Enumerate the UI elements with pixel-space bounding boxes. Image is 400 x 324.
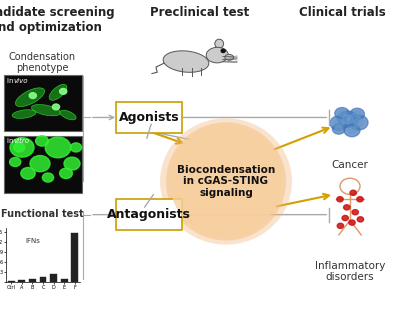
Ellipse shape — [166, 122, 286, 240]
Circle shape — [335, 126, 342, 132]
Circle shape — [337, 223, 344, 228]
Circle shape — [350, 115, 368, 130]
Circle shape — [10, 138, 34, 157]
Ellipse shape — [16, 88, 44, 107]
Circle shape — [342, 215, 348, 221]
Text: Biocondensation
in cGAS-STING
signaling: Biocondensation in cGAS-STING signaling — [177, 165, 275, 198]
Circle shape — [344, 205, 350, 210]
Circle shape — [352, 210, 358, 215]
FancyBboxPatch shape — [116, 199, 182, 230]
Circle shape — [349, 220, 355, 225]
Text: Cancer: Cancer — [332, 160, 368, 170]
Ellipse shape — [163, 51, 209, 72]
Circle shape — [350, 108, 364, 120]
Circle shape — [353, 111, 361, 117]
Circle shape — [42, 173, 54, 182]
Text: Condensation
phenotype: Condensation phenotype — [8, 52, 76, 74]
Text: In: In — [7, 138, 16, 145]
Text: vivo: vivo — [13, 78, 28, 84]
Circle shape — [332, 124, 345, 134]
Circle shape — [334, 119, 344, 127]
Text: Inflammatory
disorders: Inflammatory disorders — [315, 261, 385, 283]
Circle shape — [36, 136, 48, 146]
Circle shape — [337, 197, 343, 202]
Circle shape — [344, 124, 360, 137]
Text: Functional test: Functional test — [1, 209, 83, 219]
FancyBboxPatch shape — [4, 136, 82, 193]
Ellipse shape — [12, 110, 36, 118]
Ellipse shape — [60, 110, 76, 120]
Circle shape — [354, 118, 364, 127]
FancyBboxPatch shape — [4, 75, 82, 131]
Circle shape — [350, 190, 356, 195]
Circle shape — [338, 110, 346, 117]
Text: In: In — [7, 78, 16, 84]
Circle shape — [64, 157, 80, 170]
Ellipse shape — [49, 84, 67, 100]
Circle shape — [221, 49, 225, 52]
Ellipse shape — [32, 105, 60, 116]
Circle shape — [45, 137, 71, 158]
Ellipse shape — [225, 54, 234, 60]
Text: Clinical trials: Clinical trials — [299, 6, 385, 19]
Circle shape — [348, 127, 356, 134]
Ellipse shape — [160, 118, 292, 245]
Circle shape — [357, 217, 364, 222]
Circle shape — [21, 168, 35, 179]
Ellipse shape — [170, 125, 282, 238]
Circle shape — [30, 156, 50, 172]
Ellipse shape — [206, 47, 228, 63]
Text: Antagonists: Antagonists — [107, 208, 191, 221]
Circle shape — [330, 116, 348, 130]
Circle shape — [60, 168, 72, 179]
Text: Candidate screening
and optimization: Candidate screening and optimization — [0, 6, 114, 34]
Circle shape — [357, 197, 363, 202]
FancyBboxPatch shape — [116, 102, 182, 133]
Ellipse shape — [215, 39, 224, 48]
Text: vitro: vitro — [13, 138, 29, 145]
Circle shape — [335, 108, 349, 119]
Circle shape — [14, 143, 25, 152]
Circle shape — [29, 93, 36, 98]
Circle shape — [60, 88, 67, 94]
Circle shape — [338, 111, 358, 127]
Text: Preclinical test: Preclinical test — [150, 6, 250, 19]
Circle shape — [342, 115, 354, 124]
Circle shape — [52, 104, 60, 110]
Text: Agonists: Agonists — [119, 111, 179, 124]
Circle shape — [70, 143, 82, 152]
Circle shape — [10, 157, 21, 167]
